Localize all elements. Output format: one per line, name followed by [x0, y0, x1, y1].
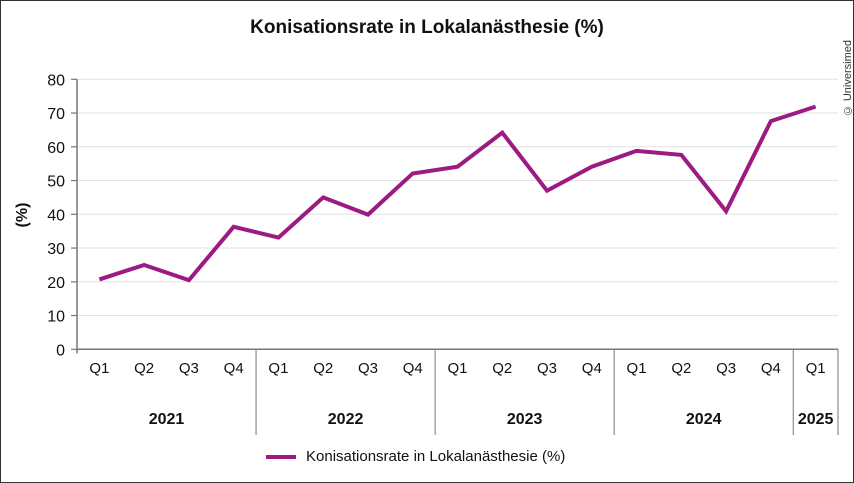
y-tick-label: 0	[56, 342, 65, 359]
year-label: 2021	[149, 411, 185, 428]
y-tick-label: 10	[47, 309, 65, 326]
x-tick-label: Q1	[89, 360, 109, 377]
chart-title: Konisationsrate in Lokalanästhesie (%)	[250, 17, 604, 38]
series-line	[98, 104, 817, 283]
y-tick-label: 50	[47, 174, 65, 191]
y-tick-label: 40	[47, 207, 65, 224]
x-tick-label: Q1	[447, 360, 467, 377]
legend-swatch	[266, 454, 296, 459]
x-tick-label: Q2	[313, 360, 333, 377]
x-tick-label: Q4	[224, 360, 244, 377]
y-tick-label: 80	[47, 72, 65, 89]
year-label: 2023	[507, 411, 543, 428]
y-tick-label: 30	[47, 241, 65, 258]
y-tick-label: 60	[47, 140, 65, 157]
y-tick-label: 20	[47, 275, 65, 292]
x-tick-label: Q3	[716, 360, 736, 377]
x-tick-label: Q3	[179, 360, 199, 377]
year-label: 2024	[686, 411, 722, 428]
legend: Konisationsrate in Lokalanästhesie (%)	[266, 448, 565, 465]
x-tick-label: Q1	[806, 360, 826, 377]
x-tick-label: Q2	[134, 360, 154, 377]
x-tick-label: Q1	[268, 360, 288, 377]
x-tick-label: Q4	[582, 360, 602, 377]
x-tick-label: Q2	[671, 360, 691, 377]
year-label: 2022	[328, 411, 364, 428]
x-tick-label: Q1	[627, 360, 647, 377]
y-axis-label: (%)	[14, 203, 31, 228]
x-tick-label: Q3	[358, 360, 378, 377]
y-tick-label: 70	[47, 106, 65, 123]
x-tick-label: Q4	[761, 360, 781, 377]
x-tick-label: Q3	[537, 360, 557, 377]
x-tick-label: Q4	[403, 360, 423, 377]
x-tick-label: Q2	[492, 360, 512, 377]
year-label: 2025	[798, 411, 834, 428]
legend-label: Konisationsrate in Lokalanästhesie (%)	[306, 448, 566, 465]
